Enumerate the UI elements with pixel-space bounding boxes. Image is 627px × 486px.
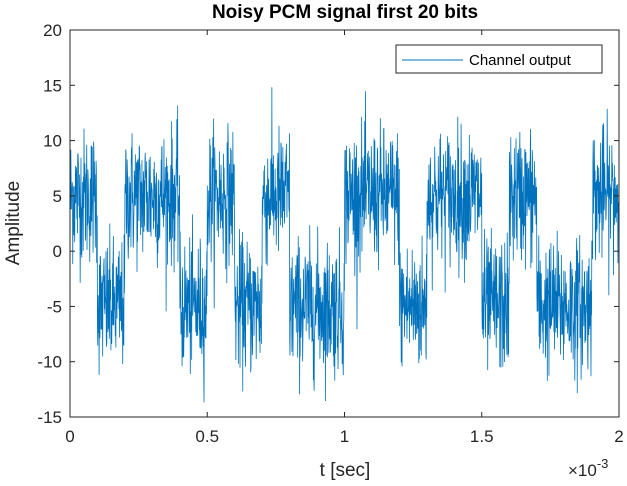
x-axis-label: t [sec]: [320, 460, 371, 481]
x-tick-label: 1: [340, 427, 349, 446]
x-axis-exponent: ×10-3: [568, 456, 608, 480]
legend: Channel output: [395, 44, 603, 74]
y-tick-label: -10: [37, 353, 62, 372]
y-tick-label: 0: [53, 242, 62, 261]
x-tick-label: 2: [614, 427, 623, 446]
y-tick-label: 10: [43, 132, 62, 151]
chart-title: Noisy PCM signal first 20 bits: [212, 2, 478, 23]
y-tick-label: 15: [43, 76, 62, 95]
y-tick-label: -5: [47, 297, 62, 316]
x-tick-label: 1.5: [470, 427, 494, 446]
legend-label-channel-output: Channel output: [469, 52, 572, 69]
y-tick-label: -15: [37, 408, 62, 427]
y-tick-label: 20: [43, 21, 62, 40]
x-tick-label: 0: [65, 427, 74, 446]
y-tick-label: 5: [53, 187, 62, 206]
x-tick-label: 0.5: [195, 427, 219, 446]
legend-box: [395, 44, 603, 74]
y-axis-label: Amplitude: [3, 181, 24, 266]
series-line-channel-output: [70, 87, 619, 403]
